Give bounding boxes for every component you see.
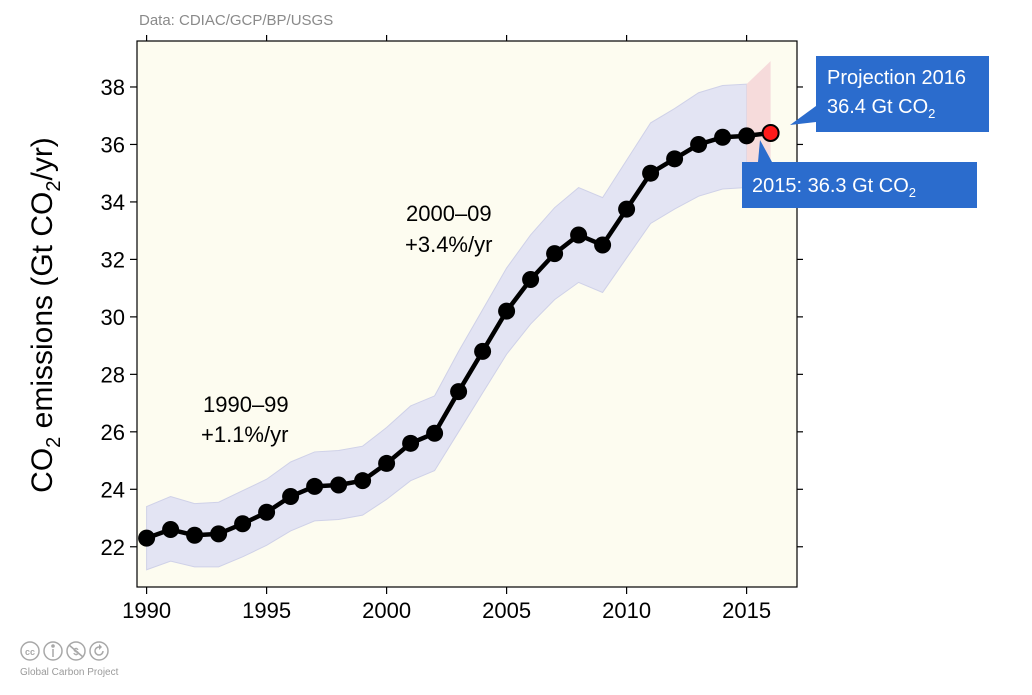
x-tick-label-2005: 2005 <box>482 598 531 623</box>
data-point-1994 <box>234 515 252 533</box>
y-tick-label-30: 30 <box>101 305 125 330</box>
data-point-1999 <box>354 472 372 490</box>
by-icon <box>43 641 63 661</box>
data-point-2013 <box>690 135 708 153</box>
y-tick-label-28: 28 <box>101 362 125 387</box>
data-point-1993 <box>210 525 228 543</box>
data-point-2011 <box>642 164 660 182</box>
data-point-2006 <box>522 271 540 289</box>
y-tick-label-32: 32 <box>101 247 125 272</box>
svg-text:$: $ <box>73 647 79 658</box>
y-ticks-layer: 22 24 26 28 30 32 34 36 38 <box>101 75 803 560</box>
data-point-2009 <box>594 236 612 254</box>
annotation-1990s-range: 1990–99 <box>203 392 289 417</box>
last-year-callout-text: 2015: 36.3 Gt CO2 <box>752 175 916 200</box>
svg-text:cc: cc <box>25 647 35 657</box>
data-point-2012 <box>666 150 684 168</box>
last-year-callout: 2015: 36.3 Gt CO2 <box>742 140 977 208</box>
data-point-2014 <box>714 128 732 146</box>
projection-callout-box <box>816 56 989 132</box>
y-axis-label: CO2 emissions (Gt CO2/yr) <box>26 137 65 493</box>
data-point-2002 <box>426 424 444 442</box>
projection-callout: Projection 2016 36.4 Gt CO2 <box>790 56 989 132</box>
footer-organization: Global Carbon Project <box>20 667 119 678</box>
nc-icon: $ <box>66 641 86 661</box>
projection-point-2016 <box>761 123 780 142</box>
data-point-1990 <box>138 529 156 547</box>
annotation-2000s-rate: +3.4%/yr <box>405 232 492 257</box>
data-point-1997 <box>306 477 324 495</box>
annotation-2000s-range: 2000–09 <box>406 201 492 226</box>
last-year-callout-pointer <box>758 140 772 162</box>
data-point-2003 <box>450 383 468 401</box>
data-point-2015 <box>738 127 756 145</box>
sa-icon <box>89 641 109 661</box>
x-tick-label-2000: 2000 <box>362 598 411 623</box>
data-point-1992 <box>186 526 204 544</box>
y-tick-label-36: 36 <box>101 132 125 157</box>
projection-callout-line2: 36.4 Gt CO2 <box>827 96 935 121</box>
data-point-2004 <box>474 342 492 360</box>
data-point-1996 <box>282 487 300 505</box>
x-tick-label-2015: 2015 <box>722 598 771 623</box>
y-tick-label-22: 22 <box>101 535 125 560</box>
data-points-layer <box>138 123 780 547</box>
last-year-callout-box <box>742 162 977 208</box>
projection-callout-pointer <box>790 106 816 125</box>
data-source-text: Data: CDIAC/GCP/BP/USGS <box>139 12 333 29</box>
data-point-2008 <box>570 226 588 244</box>
data-point-2001 <box>402 434 420 452</box>
x-tick-label-1995: 1995 <box>242 598 291 623</box>
annotation-1990s-rate: +1.1%/yr <box>201 422 288 447</box>
data-point-1998 <box>330 476 348 494</box>
data-point-1995 <box>258 503 276 521</box>
data-point-2005 <box>498 302 516 320</box>
data-point-2000 <box>378 454 396 472</box>
projection-callout-line1: Projection 2016 <box>827 67 966 89</box>
cc-icon: cc <box>20 641 40 661</box>
y-tick-label-34: 34 <box>101 190 125 215</box>
x-tick-label-2010: 2010 <box>602 598 651 623</box>
x-tick-label-1990: 1990 <box>122 598 171 623</box>
license-icons: cc $ <box>20 641 109 661</box>
x-ticks-layer: 1990 1995 2000 2005 2010 2015 <box>122 35 771 623</box>
data-point-2010 <box>618 200 636 218</box>
data-point-2007 <box>546 245 564 263</box>
y-tick-label-38: 38 <box>101 75 125 100</box>
y-tick-label-26: 26 <box>101 420 125 445</box>
plot-frame <box>136 40 798 588</box>
data-point-1991 <box>162 521 180 539</box>
y-tick-label-24: 24 <box>101 477 125 502</box>
